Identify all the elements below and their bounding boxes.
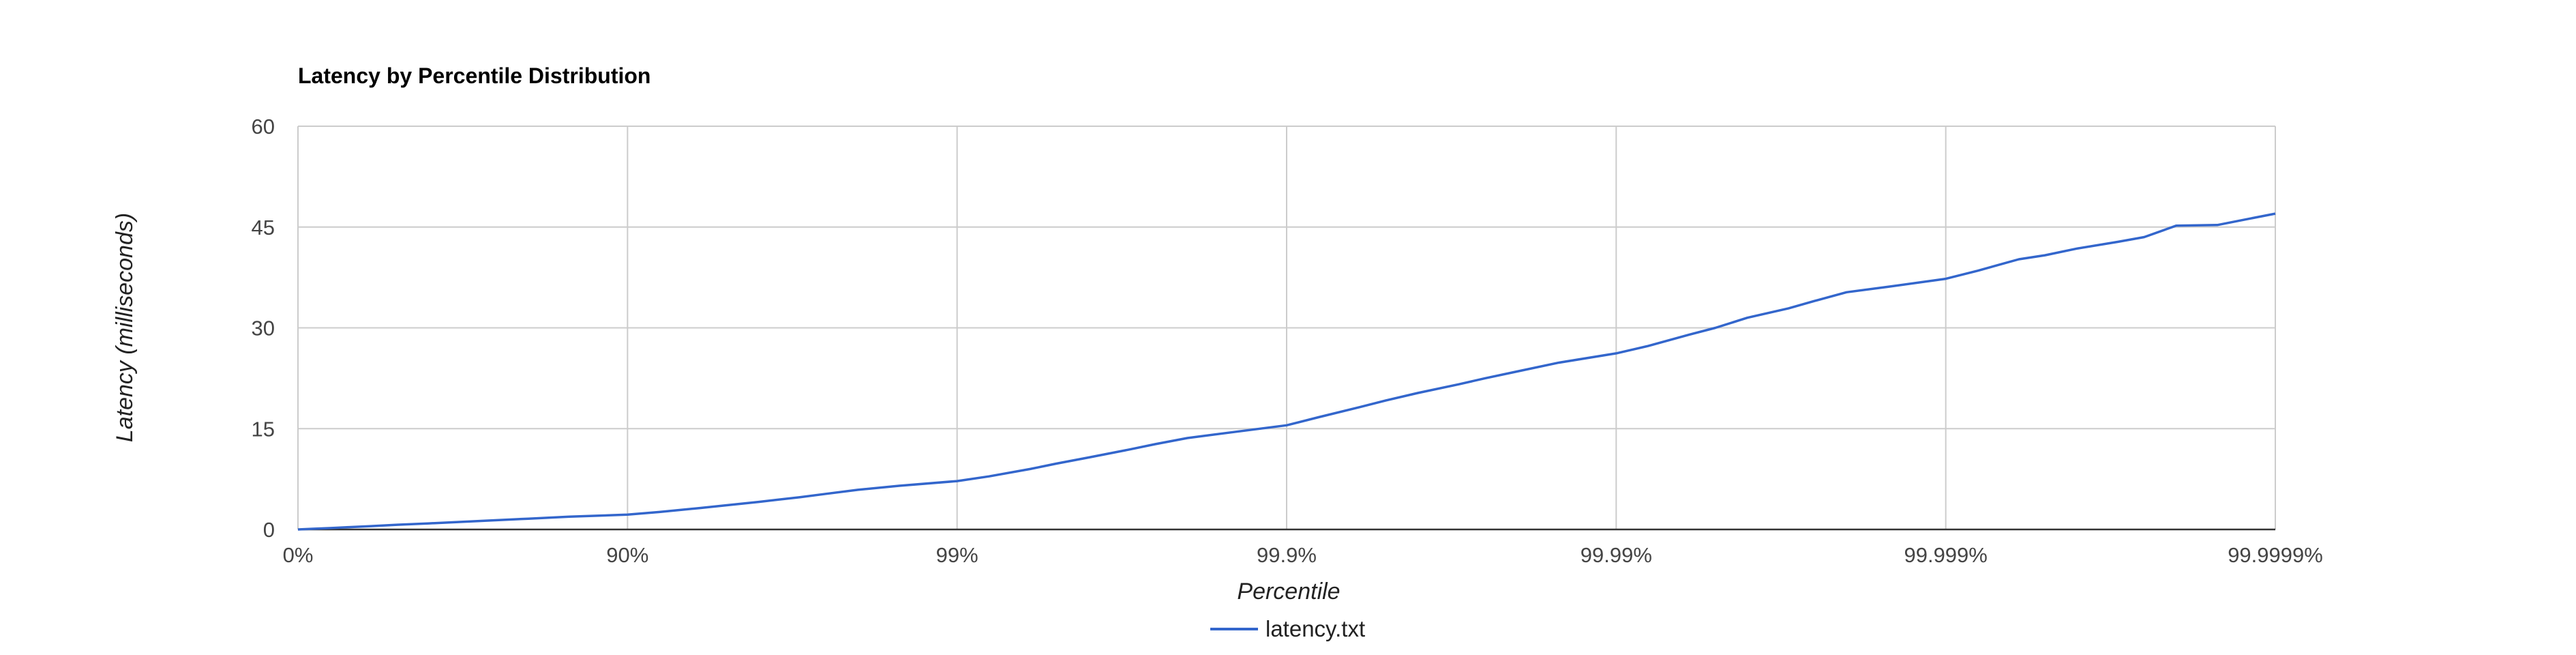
- x-tick-label: 99%: [936, 543, 978, 567]
- y-tick-label: 15: [252, 417, 275, 441]
- x-tick-label: 0%: [283, 543, 314, 567]
- x-axis-ticks: 0% 90% 99% 99.9% 99.99% 99.999% 99.9999%: [283, 543, 2323, 567]
- y-tick-label: 0: [263, 518, 275, 542]
- x-tick-label: 99.999%: [1904, 543, 1987, 567]
- series-layer: [297, 212, 2276, 531]
- y-tick-label: 45: [252, 216, 275, 239]
- x-tick-label: 99.9%: [1257, 543, 1317, 567]
- x-tick-label: 90%: [606, 543, 648, 567]
- chart-title: Latency by Percentile Distribution: [298, 63, 650, 88]
- y-axis-title: Latency (milliseconds): [112, 213, 138, 442]
- grid-lines: [297, 126, 2276, 531]
- x-tick-label: 99.9999%: [2228, 543, 2323, 567]
- legend: latency.txt: [1210, 616, 1365, 641]
- y-tick-label: 60: [252, 115, 275, 139]
- y-tick-label: 30: [252, 317, 275, 340]
- x-axis-title: Percentile: [1237, 579, 1340, 605]
- series-line: [297, 212, 2276, 531]
- legend-label: latency.txt: [1265, 616, 1365, 641]
- x-tick-label: 99.99%: [1581, 543, 1652, 567]
- y-axis-ticks: 0 15 30 45 60: [252, 115, 275, 542]
